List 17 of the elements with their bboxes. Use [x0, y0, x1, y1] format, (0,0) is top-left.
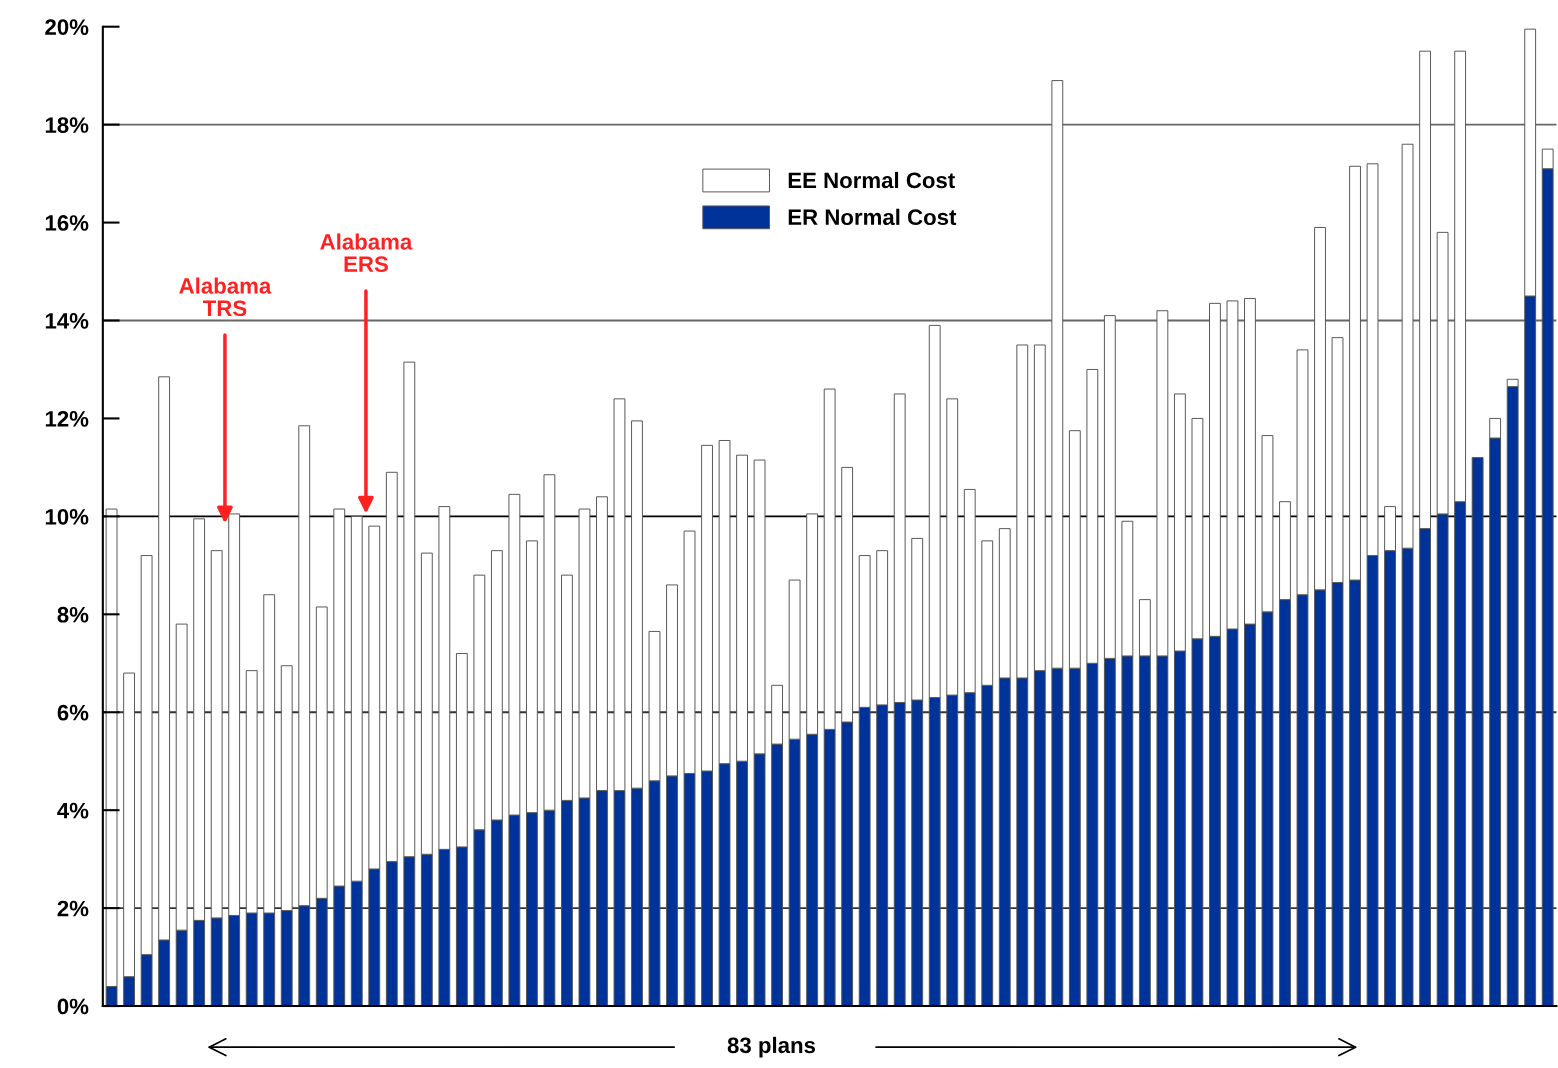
annotation: Alabama TRS [179, 277, 272, 317]
y-tick-label: 0% [57, 998, 89, 1015]
y-tick-label: 6% [57, 704, 89, 721]
y-tick-label: 14% [45, 313, 89, 329]
y-tick-label: 20% [45, 19, 89, 35]
text: 83 plans [727, 1036, 816, 1058]
y-tick-label: 4% [57, 802, 89, 819]
annotation: Alabama ERS [320, 233, 413, 273]
y-tick-label: 12% [45, 410, 89, 427]
legend-label: EE Normal Cost [788, 171, 955, 189]
bar [1471, 457, 1484, 1007]
legend-label: ER Normal Cost [788, 208, 957, 226]
y-tick-label: 2% [57, 900, 89, 917]
y-tick-label: 18% [45, 117, 89, 133]
y-tick-label: 8% [57, 606, 89, 623]
y-tick-label: 16% [45, 215, 89, 231]
y-tick-label: 10% [45, 508, 89, 525]
